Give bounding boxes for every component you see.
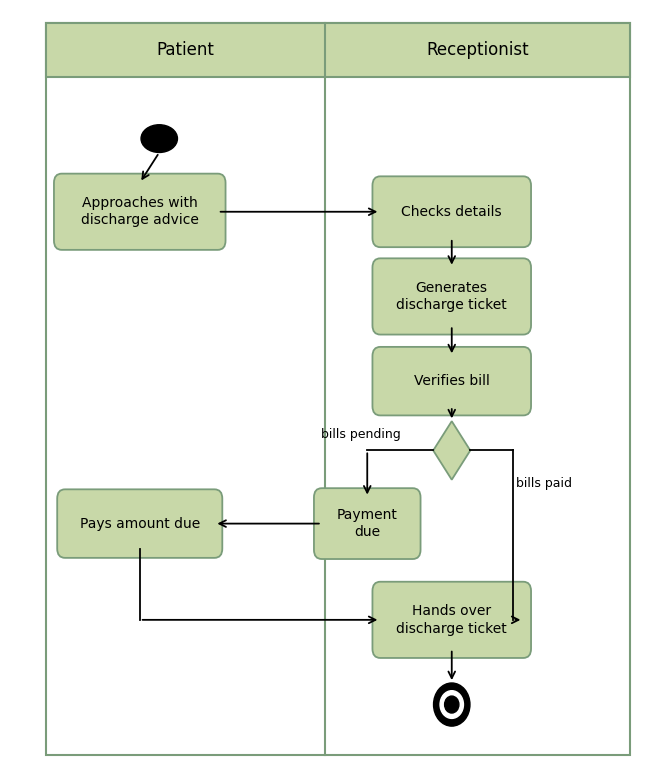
FancyBboxPatch shape — [57, 490, 222, 557]
Text: Checks details: Checks details — [402, 205, 502, 219]
FancyBboxPatch shape — [372, 346, 531, 416]
Text: Verifies bill: Verifies bill — [414, 374, 489, 388]
Ellipse shape — [141, 125, 177, 152]
Text: bills pending: bills pending — [321, 428, 400, 441]
Text: Approaches with
discharge advice: Approaches with discharge advice — [81, 196, 199, 227]
FancyBboxPatch shape — [314, 488, 421, 559]
Text: Patient: Patient — [156, 41, 214, 59]
Text: Pays amount due: Pays amount due — [79, 517, 200, 531]
FancyBboxPatch shape — [54, 174, 226, 249]
Bar — [46, 23, 630, 77]
Circle shape — [445, 696, 459, 713]
Text: Receptionist: Receptionist — [426, 41, 529, 59]
Polygon shape — [433, 421, 470, 480]
Text: Generates
discharge ticket: Generates discharge ticket — [396, 281, 507, 312]
FancyBboxPatch shape — [372, 582, 531, 658]
FancyBboxPatch shape — [372, 259, 531, 334]
Text: Payment
due: Payment due — [337, 508, 398, 539]
Circle shape — [440, 691, 463, 718]
FancyBboxPatch shape — [372, 176, 531, 247]
Text: Hands over
discharge ticket: Hands over discharge ticket — [396, 604, 507, 635]
Circle shape — [434, 683, 470, 726]
Bar — [46, 23, 630, 755]
Text: bills paid: bills paid — [516, 477, 572, 490]
